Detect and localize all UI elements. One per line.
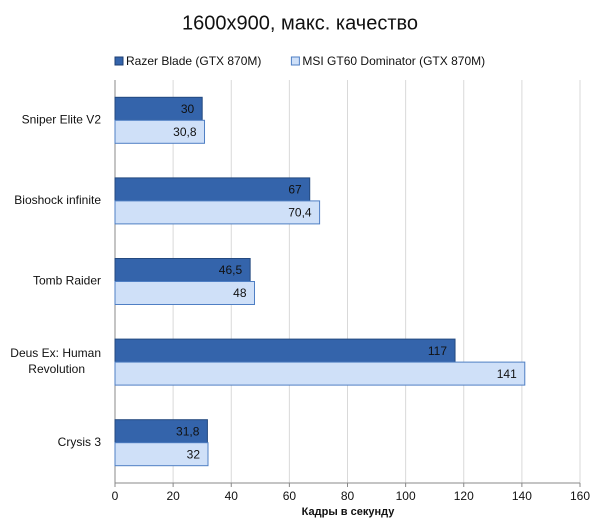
- value-label: 31,8: [176, 424, 200, 438]
- chart-title: 1600x900, макс. качество: [182, 12, 418, 34]
- bar: [114, 442, 209, 467]
- legend-label: MSI GT60 Dominator (GTX 870M): [302, 54, 485, 68]
- x-tick-label: 20: [166, 489, 180, 503]
- value-label: 48: [233, 286, 247, 300]
- y-tick-label: Bioshock infinite: [14, 193, 101, 207]
- y-tick-label: Tomb Raider: [33, 274, 101, 288]
- value-label: 70,4: [288, 206, 312, 220]
- x-tick-label: 0: [112, 489, 119, 503]
- value-label: 32: [187, 447, 201, 461]
- bar: [114, 177, 311, 202]
- value-label: 30: [181, 102, 195, 116]
- x-axis-title: Кадры в секунду: [302, 506, 396, 518]
- x-tick-label: 140: [512, 489, 532, 503]
- y-tick-label: Deus Ex: Human Revolution: [10, 346, 101, 376]
- value-label: 67: [288, 183, 302, 197]
- y-tick-label: Sniper Elite V2: [22, 112, 102, 126]
- bar: [114, 200, 321, 225]
- bar: [114, 281, 255, 305]
- x-tick-label: 100: [396, 489, 416, 503]
- bar: [114, 338, 456, 363]
- legend-swatch: [114, 56, 124, 66]
- bar: [114, 119, 206, 144]
- legend-swatch: [290, 56, 300, 66]
- x-tick-label: 120: [454, 489, 474, 503]
- x-tick-label: 60: [283, 489, 297, 503]
- value-label: 141: [497, 367, 517, 381]
- y-tick-label: Crysis 3: [58, 435, 102, 449]
- x-tick-label: 160: [570, 489, 590, 503]
- x-tick-label: 80: [341, 489, 355, 503]
- legend-label: Razer Blade (GTX 870M): [126, 54, 261, 68]
- value-label: 117: [428, 344, 447, 358]
- value-label: 30,8: [173, 125, 197, 139]
- x-tick-label: 40: [225, 489, 239, 503]
- value-label: 46,5: [219, 263, 243, 277]
- bar: [114, 361, 526, 386]
